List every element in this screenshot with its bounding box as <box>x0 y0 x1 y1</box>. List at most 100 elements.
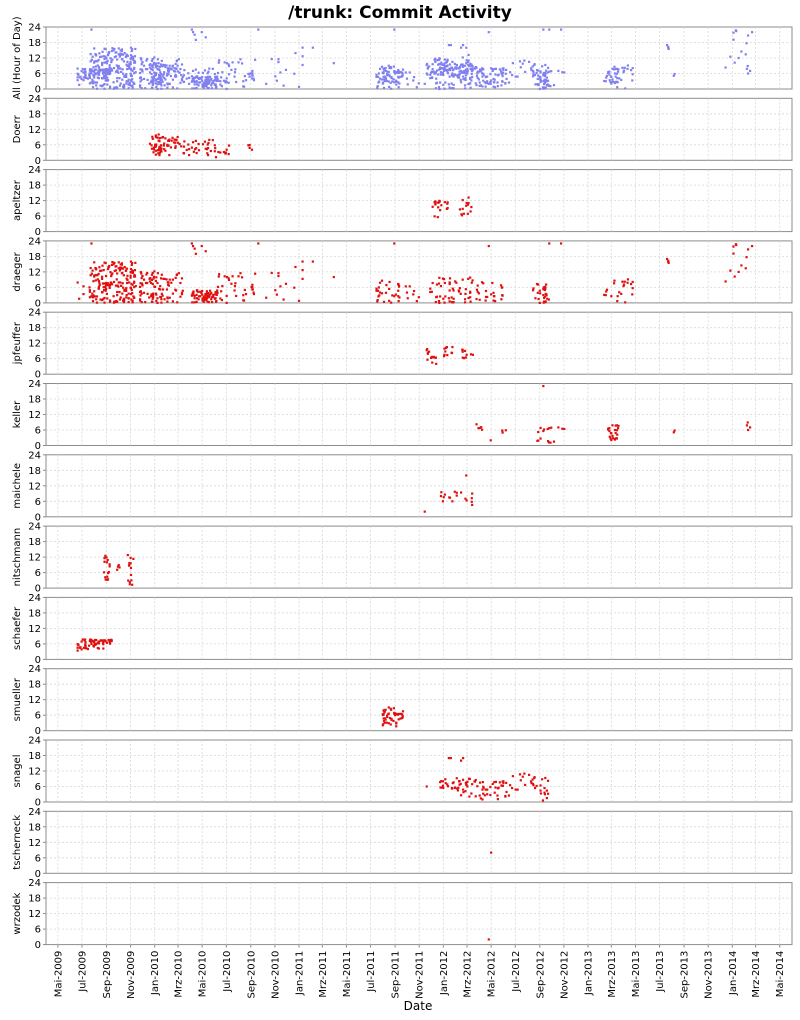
data-point <box>456 789 460 792</box>
data-point <box>494 299 497 303</box>
data-point <box>511 62 514 65</box>
data-point <box>458 73 462 76</box>
data-point <box>423 510 426 513</box>
x-tick-label: Mai-2012 <box>487 951 498 998</box>
data-point <box>484 85 487 88</box>
data-point <box>78 646 82 649</box>
data-point <box>157 152 160 155</box>
data-point <box>175 59 178 62</box>
data-point <box>97 77 101 80</box>
data-point <box>446 201 449 204</box>
data-point <box>550 426 553 429</box>
data-point <box>250 148 254 151</box>
data-point <box>153 270 156 273</box>
data-point <box>492 295 496 298</box>
data-point <box>616 86 619 89</box>
y-tick-label: 24 <box>28 236 41 247</box>
data-point <box>397 299 400 303</box>
data-point <box>748 426 752 429</box>
data-point <box>116 69 119 72</box>
data-point <box>131 301 134 304</box>
data-point <box>140 78 143 81</box>
data-point <box>188 82 191 85</box>
data-point <box>458 780 461 783</box>
data-point <box>469 296 472 299</box>
data-point <box>462 70 465 73</box>
data-point <box>609 80 612 84</box>
data-point <box>444 61 448 64</box>
data-point <box>129 556 132 559</box>
data-point <box>250 72 253 75</box>
data-point <box>103 557 106 560</box>
data-point <box>443 69 446 73</box>
data-point <box>215 79 218 83</box>
data-point <box>387 722 390 725</box>
data-point <box>461 756 465 760</box>
data-point <box>486 793 489 796</box>
data-point <box>168 64 171 67</box>
data-point <box>82 293 85 296</box>
data-point <box>431 281 434 285</box>
y-tick-label: 12 <box>28 909 41 920</box>
y-tick-label: 0 <box>35 584 41 595</box>
data-point <box>631 79 634 82</box>
data-point <box>194 139 197 143</box>
data-point <box>89 60 92 63</box>
data-point <box>282 84 285 87</box>
data-point <box>618 291 621 294</box>
data-point <box>376 300 379 303</box>
data-point <box>177 58 180 61</box>
data-point <box>612 68 616 71</box>
data-point <box>667 47 670 51</box>
data-point <box>205 82 209 86</box>
data-point <box>665 43 669 47</box>
data-point <box>631 73 634 76</box>
y-tick-label: 18 <box>28 537 41 548</box>
data-point <box>471 70 474 73</box>
data-point <box>478 781 482 784</box>
data-point <box>486 80 489 83</box>
data-point <box>139 57 142 60</box>
data-point <box>227 73 231 76</box>
data-point <box>108 66 111 69</box>
data-point <box>483 81 486 84</box>
data-point <box>463 84 467 87</box>
data-point <box>546 83 550 86</box>
data-point <box>536 77 539 81</box>
data-point <box>516 75 519 78</box>
data-point <box>81 68 84 71</box>
data-point <box>533 776 536 780</box>
data-point <box>121 85 125 88</box>
data-point <box>293 286 296 289</box>
data-point <box>631 66 634 70</box>
data-point <box>171 86 175 89</box>
data-point <box>458 287 462 290</box>
data-point <box>450 82 453 85</box>
data-point <box>95 68 98 71</box>
data-point <box>441 71 445 74</box>
data-point <box>460 491 463 494</box>
data-point <box>116 66 120 69</box>
y-tick-label: 0 <box>35 85 41 96</box>
data-point <box>446 68 449 71</box>
data-point <box>90 68 93 71</box>
data-point <box>392 707 395 710</box>
data-point <box>423 82 426 85</box>
data-point <box>443 347 446 350</box>
data-point <box>190 242 193 245</box>
panel-label: jpfeuffer <box>12 321 23 365</box>
data-point <box>496 794 499 797</box>
y-tick-label: 18 <box>28 608 41 619</box>
data-point <box>375 75 378 78</box>
data-point <box>167 283 170 286</box>
data-point <box>212 293 215 296</box>
data-point <box>88 76 91 79</box>
data-point <box>529 67 533 70</box>
data-point <box>440 779 443 783</box>
data-point <box>504 72 507 75</box>
data-point <box>382 67 385 70</box>
data-point <box>139 282 142 285</box>
data-point <box>146 281 149 285</box>
data-point <box>543 296 546 300</box>
data-point <box>114 284 118 287</box>
